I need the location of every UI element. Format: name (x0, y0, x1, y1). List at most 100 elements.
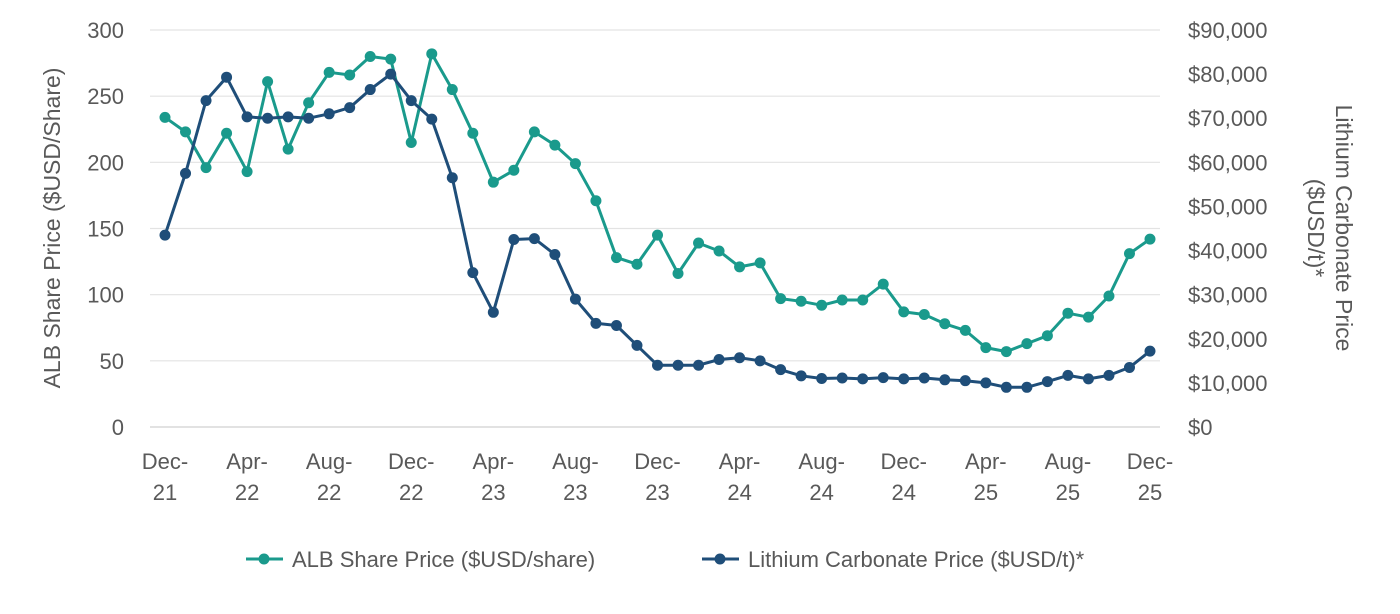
data-point-alb (713, 245, 725, 257)
x-tick-label: 22 (235, 480, 259, 505)
data-point-alb (672, 267, 684, 279)
data-point-alb (282, 143, 294, 155)
x-tick-label: 24 (727, 480, 751, 505)
x-tick-label: Apr- (226, 449, 268, 474)
data-point-alb (836, 294, 848, 306)
data-point-lithium (385, 68, 397, 80)
data-point-lithium (857, 373, 869, 385)
data-point-lithium (1103, 369, 1115, 381)
legend-item-alb: ALB Share Price ($USD/share) (246, 547, 595, 572)
x-tick-label: Dec- (388, 449, 434, 474)
legend-label-lithium: Lithium Carbonate Price ($USD/t)* (748, 547, 1085, 572)
data-point-lithium (877, 372, 889, 384)
right-tick-label: $20,000 (1188, 327, 1268, 352)
data-point-lithium (610, 320, 622, 332)
left-axis-title: ALB Share Price ($USD/Share) (39, 68, 65, 389)
data-point-alb (549, 139, 561, 151)
x-tick-label: Aug- (552, 449, 598, 474)
right-axis-title-line-2: ($USD/t)* (1303, 179, 1329, 277)
data-point-lithium (221, 71, 233, 83)
data-point-lithium (795, 370, 807, 382)
left-axis-ticks: 0 50 100 150 200 250 300 (87, 18, 124, 440)
left-tick-label: 0 (112, 415, 124, 440)
data-point-lithium (672, 359, 684, 371)
data-point-lithium (652, 359, 663, 371)
data-point-alb (528, 126, 540, 138)
left-tick-label: 100 (87, 283, 124, 308)
x-axis-ticks: Dec- 21 Apr- 22 Aug- 22 Dec- 22 Apr- 23 Aug- 23 Dec-… (142, 449, 1173, 505)
data-point-lithium (1082, 373, 1094, 385)
right-tick-label: $10,000 (1188, 371, 1268, 396)
data-point-lithium (590, 317, 602, 329)
data-point-lithium (303, 112, 315, 124)
data-point-alb (693, 237, 705, 249)
data-point-alb (918, 309, 930, 321)
gridlines (150, 29, 1160, 428)
right-tick-label: $90,000 (1188, 18, 1268, 43)
data-point-alb (775, 293, 787, 305)
data-point-alb (877, 278, 889, 290)
data-point-alb (323, 66, 335, 78)
x-tick-label: Apr- (719, 449, 761, 474)
data-point-alb (816, 299, 828, 311)
legend-item-lithium: Lithium Carbonate Price ($USD/t)* (702, 547, 1085, 572)
data-point-alb (980, 342, 992, 354)
data-point-lithium (549, 249, 561, 261)
data-point-lithium (364, 84, 376, 96)
data-point-lithium (898, 373, 910, 385)
data-point-lithium (323, 108, 335, 120)
data-point-lithium (1000, 381, 1012, 393)
data-point-lithium (467, 267, 479, 279)
right-axis-ticks: $0 $10,000 $20,000 $30,000 $40,000 $50,000 $60… (1188, 18, 1268, 440)
data-point-lithium (836, 372, 848, 384)
data-point-alb (590, 195, 602, 207)
data-point-lithium (282, 111, 294, 123)
right-tick-label: $80,000 (1188, 62, 1268, 87)
data-point-lithium (816, 372, 828, 384)
data-point-alb (939, 318, 951, 330)
data-point-alb (200, 162, 212, 174)
data-point-alb (487, 176, 499, 188)
data-point-lithium (344, 102, 356, 114)
x-tick-label: Dec- (142, 449, 188, 474)
data-point-lithium (693, 359, 705, 371)
left-tick-label: 150 (87, 217, 124, 242)
right-axis-title-line-1: Lithium Carbonate Price (1331, 105, 1357, 352)
data-point-alb (467, 127, 479, 139)
legend: ALB Share Price ($USD/share) Lithium Car… (246, 547, 1085, 572)
data-point-lithium (754, 355, 766, 367)
x-tick-label: 25 (1138, 480, 1162, 505)
data-point-lithium (426, 113, 438, 125)
x-tick-label: Aug- (1045, 449, 1091, 474)
x-tick-label: Aug- (798, 449, 844, 474)
data-point-alb (1103, 290, 1115, 302)
legend-swatch-alb-marker (258, 553, 270, 565)
series-line-alb (164, 52, 1151, 354)
data-point-alb (241, 166, 253, 178)
x-tick-label: Dec- (634, 449, 680, 474)
data-point-alb (426, 48, 438, 60)
data-point-alb (405, 136, 417, 148)
data-point-lithium (980, 377, 992, 389)
data-point-alb (631, 258, 643, 270)
data-point-alb (734, 261, 746, 273)
right-tick-label: $70,000 (1188, 106, 1268, 131)
data-point-alb (610, 252, 622, 264)
data-point-lithium (262, 112, 274, 124)
x-tick-label: 24 (809, 480, 833, 505)
data-point-lithium (1062, 369, 1074, 381)
data-point-alb (1021, 338, 1033, 350)
data-point-alb (262, 76, 274, 88)
data-point-alb (857, 294, 869, 306)
x-tick-label: 23 (481, 480, 505, 505)
x-tick-label: Apr- (965, 449, 1007, 474)
data-point-alb (1000, 346, 1012, 358)
data-point-alb (159, 111, 171, 123)
data-point-alb (1082, 311, 1094, 323)
data-point-lithium (528, 233, 540, 245)
left-tick-label: 250 (87, 84, 124, 109)
legend-label-alb: ALB Share Price ($USD/share) (292, 547, 595, 572)
data-point-alb (508, 164, 520, 176)
data-point-alb (1144, 233, 1156, 245)
